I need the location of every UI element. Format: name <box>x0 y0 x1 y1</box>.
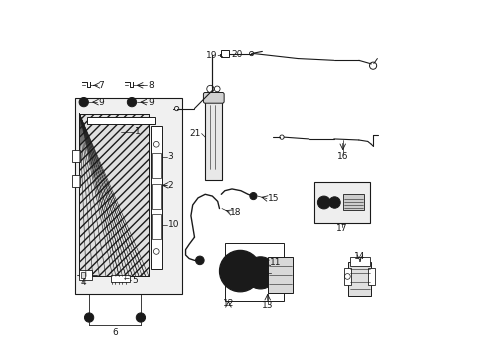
Text: 2: 2 <box>167 181 173 190</box>
Text: 19: 19 <box>206 51 217 60</box>
Bar <box>81 272 85 278</box>
Text: 15: 15 <box>267 194 279 203</box>
Circle shape <box>254 266 266 279</box>
Bar <box>349 257 369 266</box>
Text: 5: 5 <box>132 275 138 284</box>
FancyBboxPatch shape <box>203 93 224 103</box>
Text: 9: 9 <box>98 98 103 107</box>
Circle shape <box>139 315 143 320</box>
Text: 3: 3 <box>167 152 173 161</box>
Text: 12: 12 <box>222 299 234 308</box>
Bar <box>75 98 182 294</box>
Text: 13: 13 <box>262 301 273 310</box>
Bar <box>87 117 155 123</box>
Circle shape <box>225 256 255 286</box>
Text: 10: 10 <box>167 220 179 229</box>
Text: 17: 17 <box>335 224 346 233</box>
Circle shape <box>248 261 271 284</box>
Circle shape <box>195 256 203 265</box>
Bar <box>347 262 370 296</box>
Text: ←: ← <box>123 277 129 283</box>
Bar <box>313 182 369 223</box>
Text: 7: 7 <box>98 81 103 90</box>
Circle shape <box>129 99 135 105</box>
Bar <box>224 243 283 301</box>
Bar <box>151 126 162 269</box>
Bar <box>151 214 161 239</box>
Bar <box>367 267 374 285</box>
Bar <box>343 267 350 285</box>
Text: 6: 6 <box>112 328 118 337</box>
Text: 21: 21 <box>189 129 201 138</box>
Text: 8: 8 <box>148 81 154 90</box>
Circle shape <box>127 98 136 107</box>
Bar <box>151 153 161 178</box>
Text: 4: 4 <box>80 278 86 287</box>
Circle shape <box>219 250 261 292</box>
Bar <box>80 114 149 276</box>
Bar <box>205 94 222 180</box>
Bar <box>267 257 292 293</box>
Text: 11: 11 <box>269 258 281 267</box>
Circle shape <box>230 261 250 281</box>
Text: 16: 16 <box>336 152 348 161</box>
Circle shape <box>320 199 326 206</box>
Circle shape <box>237 268 243 274</box>
Circle shape <box>244 257 276 289</box>
Circle shape <box>328 197 340 208</box>
Text: 1: 1 <box>134 127 140 136</box>
Circle shape <box>233 265 246 278</box>
Text: 9: 9 <box>148 98 154 107</box>
Bar <box>221 50 229 57</box>
Circle shape <box>249 193 257 200</box>
Circle shape <box>87 315 91 320</box>
Circle shape <box>331 200 337 205</box>
Text: 18: 18 <box>230 208 241 217</box>
Circle shape <box>136 313 145 322</box>
Bar <box>151 184 161 208</box>
Bar <box>72 175 80 187</box>
Circle shape <box>81 99 86 105</box>
Bar <box>342 194 364 210</box>
Bar <box>80 270 92 280</box>
Text: 20: 20 <box>231 50 242 59</box>
Circle shape <box>84 313 94 322</box>
Circle shape <box>79 98 88 107</box>
Bar <box>72 150 80 162</box>
Circle shape <box>317 196 329 209</box>
Bar <box>110 275 130 282</box>
Text: 14: 14 <box>353 252 365 261</box>
Bar <box>80 114 149 276</box>
